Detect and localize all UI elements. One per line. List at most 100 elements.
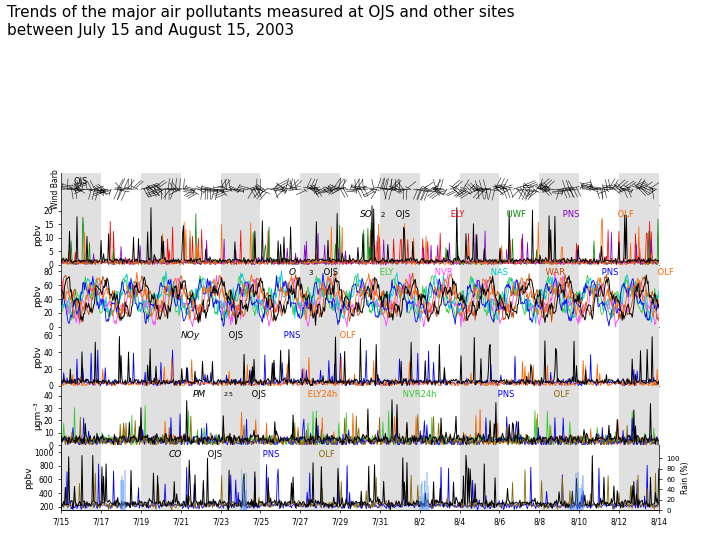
Bar <box>426 498 427 510</box>
Text: 3: 3 <box>308 270 312 276</box>
Bar <box>619 445 659 510</box>
Bar <box>423 493 424 510</box>
Bar <box>424 481 426 510</box>
Text: OJS: OJS <box>225 331 243 340</box>
Text: 2: 2 <box>381 212 385 218</box>
Bar <box>61 445 101 510</box>
Bar <box>619 327 659 386</box>
Bar <box>61 265 101 327</box>
Y-axis label: Wind Barb: Wind Barb <box>51 169 60 209</box>
Text: OJS: OJS <box>204 450 222 458</box>
Text: OJS: OJS <box>249 390 266 399</box>
Bar <box>539 265 579 327</box>
Bar <box>61 327 101 386</box>
Bar <box>246 471 248 510</box>
Bar <box>300 327 340 386</box>
Bar <box>240 508 242 510</box>
Text: ELY24h: ELY24h <box>305 390 337 399</box>
Bar <box>619 265 659 327</box>
Bar <box>459 327 500 386</box>
Text: PNS: PNS <box>260 450 279 458</box>
Y-axis label: Rain (%): Rain (%) <box>681 461 690 494</box>
Bar <box>582 477 583 510</box>
Bar <box>141 205 181 265</box>
Bar <box>577 503 578 510</box>
Bar <box>420 484 422 510</box>
Bar <box>459 265 500 327</box>
Bar <box>580 484 582 510</box>
Bar <box>572 507 574 510</box>
Bar <box>220 445 261 510</box>
Y-axis label: μgm⁻³: μgm⁻³ <box>33 401 42 430</box>
Bar <box>380 386 420 445</box>
Bar <box>300 386 340 445</box>
Bar <box>459 445 500 510</box>
Bar <box>420 496 421 510</box>
Bar <box>141 173 181 205</box>
Bar <box>539 327 579 386</box>
Y-axis label: ppbv: ppbv <box>33 285 42 307</box>
Text: O: O <box>288 268 295 276</box>
Bar <box>539 386 579 445</box>
Bar <box>577 471 579 510</box>
Bar <box>300 265 340 327</box>
Text: PNS: PNS <box>495 390 514 399</box>
Bar <box>245 490 246 510</box>
Bar <box>61 205 101 265</box>
Bar <box>220 386 261 445</box>
Bar <box>539 445 579 510</box>
Text: Trends of the major air pollutants measured at OJS and other sites
between July : Trends of the major air pollutants measu… <box>7 5 515 38</box>
Bar <box>539 205 579 265</box>
Bar <box>380 327 420 386</box>
Bar <box>421 481 423 510</box>
Bar <box>539 173 579 205</box>
Text: OLF: OLF <box>615 210 634 219</box>
Bar <box>120 480 122 510</box>
Bar <box>220 205 261 265</box>
Text: OLF: OLF <box>316 450 335 458</box>
Bar <box>240 469 243 510</box>
Text: PNS: PNS <box>281 331 300 340</box>
Text: PM: PM <box>193 390 206 399</box>
Text: OJS: OJS <box>73 177 88 186</box>
Text: OLF: OLF <box>337 331 356 340</box>
Bar <box>459 205 500 265</box>
Y-axis label: ppbv: ppbv <box>33 345 42 368</box>
Y-axis label: ppbv: ppbv <box>24 467 33 489</box>
Bar <box>61 173 101 205</box>
Bar <box>459 173 500 205</box>
Text: NVR24h: NVR24h <box>400 390 436 399</box>
Bar <box>570 504 572 510</box>
Bar <box>619 205 659 265</box>
Bar <box>573 501 575 510</box>
Bar <box>125 470 126 510</box>
Bar <box>619 386 659 445</box>
Bar <box>426 472 428 510</box>
Bar <box>422 497 423 510</box>
Bar <box>575 473 577 510</box>
Bar <box>582 476 584 510</box>
Bar <box>220 173 261 205</box>
Text: ELY: ELY <box>449 210 465 219</box>
Bar <box>459 386 500 445</box>
Bar <box>244 495 246 510</box>
Bar <box>243 478 244 510</box>
Text: OLF: OLF <box>654 268 673 276</box>
Bar <box>300 173 340 205</box>
Bar <box>243 479 245 510</box>
Bar <box>220 327 261 386</box>
Bar <box>124 502 125 510</box>
Bar <box>141 445 181 510</box>
Bar <box>576 487 577 510</box>
Bar <box>571 502 572 510</box>
Text: NAS: NAS <box>488 268 508 276</box>
Text: CO: CO <box>168 450 182 458</box>
Text: 2.5: 2.5 <box>224 393 233 397</box>
Bar <box>572 490 573 510</box>
Text: OLF: OLF <box>551 390 570 399</box>
Bar <box>141 386 181 445</box>
Y-axis label: ppbv: ppbv <box>34 224 42 246</box>
Text: WAR: WAR <box>544 268 565 276</box>
Text: OJS: OJS <box>321 268 338 276</box>
Bar <box>619 173 659 205</box>
